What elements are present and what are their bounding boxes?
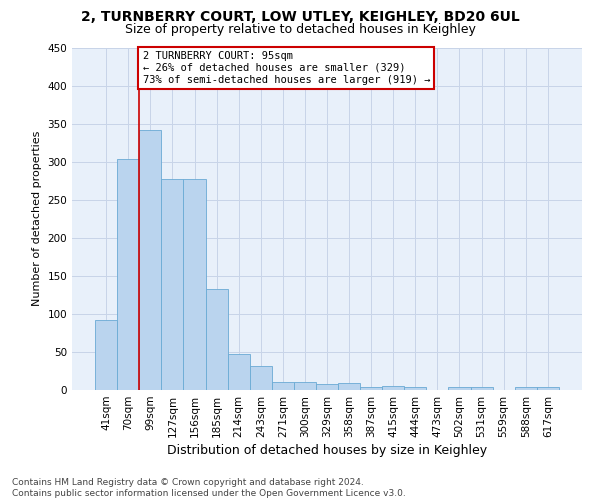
Bar	[404, 387, 427, 390]
Bar	[139, 130, 161, 390]
Y-axis label: Number of detached properties: Number of detached properties	[32, 131, 42, 306]
Bar	[95, 320, 117, 390]
Text: 2 TURNBERRY COURT: 95sqm
← 26% of detached houses are smaller (329)
73% of semi-: 2 TURNBERRY COURT: 95sqm ← 26% of detach…	[143, 52, 430, 84]
Text: Size of property relative to detached houses in Keighley: Size of property relative to detached ho…	[125, 22, 475, 36]
Bar	[227, 354, 250, 390]
Bar	[161, 179, 184, 390]
Bar	[448, 387, 470, 390]
Bar	[117, 160, 139, 390]
Bar	[338, 383, 360, 390]
Text: 2, TURNBERRY COURT, LOW UTLEY, KEIGHLEY, BD20 6UL: 2, TURNBERRY COURT, LOW UTLEY, KEIGHLEY,…	[80, 10, 520, 24]
Bar	[206, 289, 227, 390]
Bar	[250, 366, 272, 390]
Bar	[360, 387, 382, 390]
Bar	[470, 387, 493, 390]
Bar	[184, 179, 206, 390]
Bar	[382, 386, 404, 390]
Text: Contains HM Land Registry data © Crown copyright and database right 2024.
Contai: Contains HM Land Registry data © Crown c…	[12, 478, 406, 498]
X-axis label: Distribution of detached houses by size in Keighley: Distribution of detached houses by size …	[167, 444, 487, 457]
Bar	[537, 387, 559, 390]
Bar	[316, 384, 338, 390]
Bar	[294, 382, 316, 390]
Bar	[515, 387, 537, 390]
Bar	[272, 382, 294, 390]
